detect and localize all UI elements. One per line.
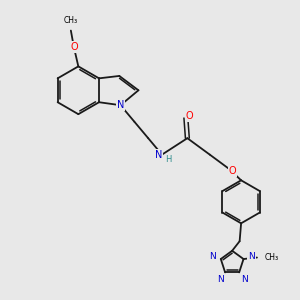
Text: CH₃: CH₃ (264, 253, 278, 262)
Text: N: N (117, 100, 124, 110)
Text: O: O (229, 166, 237, 176)
Text: H: H (165, 155, 172, 164)
Text: N: N (209, 252, 216, 261)
Text: N: N (248, 252, 255, 261)
Text: O: O (70, 42, 78, 52)
Text: CH₃: CH₃ (64, 16, 78, 25)
Text: N: N (155, 150, 162, 160)
Text: N: N (217, 274, 224, 284)
Text: N: N (241, 274, 248, 284)
Text: O: O (186, 111, 194, 122)
